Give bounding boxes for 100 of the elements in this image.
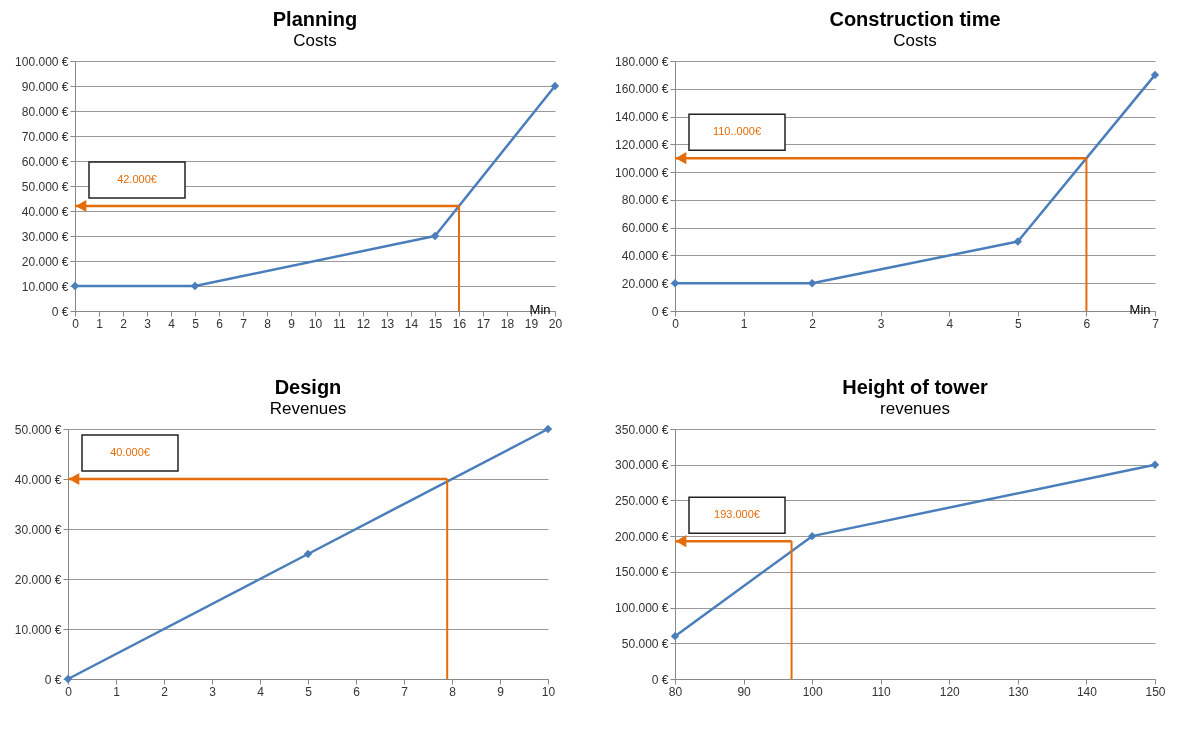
point <box>303 549 313 559</box>
y-tick-label: 40.000 € <box>14 472 62 487</box>
ref-line-label: 193.000€ <box>714 508 760 521</box>
x-tick-label: 6 <box>216 316 224 331</box>
y-tick-label: 30.000 € <box>14 522 62 537</box>
point <box>807 531 817 541</box>
x-tick-label: 90 <box>737 684 752 699</box>
y-tick-label: 30.000 € <box>21 229 69 244</box>
y-tick-label: 0 € <box>44 672 62 687</box>
x-tick-label: 17 <box>476 316 491 331</box>
x-tick-label: 100 <box>802 684 823 699</box>
x-tick-label: 130 <box>1008 684 1029 699</box>
x-tick-label: 0 <box>672 316 680 331</box>
x-tick-label: 2 <box>161 684 169 699</box>
x-tick-label: 12 <box>356 316 371 331</box>
x-tick-label: 1 <box>740 316 748 331</box>
x-tick-label: 11 <box>333 316 347 331</box>
y-tick-label: 90.000 € <box>21 79 69 94</box>
y-tick-label: 300.000 € <box>615 458 669 473</box>
x-tick-label: 5 <box>1015 316 1023 331</box>
y-tick-label: 100.000 € <box>615 601 669 616</box>
point <box>550 81 560 91</box>
x-tick-label: 19 <box>524 316 539 331</box>
x-tick-label: 4 <box>946 316 954 331</box>
y-tick-label: 10.000 € <box>21 279 69 294</box>
y-tick-label: 50.000 € <box>621 636 669 651</box>
y-tick-label: 60.000 € <box>621 221 669 236</box>
y-tick-label: 250.000 € <box>615 493 669 508</box>
chart-subtitle: Costs <box>893 31 937 50</box>
x-tick-label: 10 <box>541 684 556 699</box>
y-tick-label: 0 € <box>51 304 69 319</box>
x-tick-label: 3 <box>144 316 152 331</box>
x-tick-label: 3 <box>877 316 885 331</box>
y-tick-label: 120.000 € <box>615 137 669 152</box>
x-tick-label: 0 <box>65 684 73 699</box>
point <box>670 631 680 641</box>
y-tick-label: 0 € <box>651 672 669 687</box>
point <box>1013 237 1023 246</box>
chart-title: Height of tower <box>842 376 988 398</box>
y-tick-label: 100.000 € <box>15 54 69 69</box>
chart-subtitle: revenues <box>880 399 950 418</box>
y-tick-label: 70.000 € <box>21 129 69 144</box>
x-tick-label: 2 <box>120 316 128 331</box>
point <box>1150 70 1160 80</box>
x-tick-label: 1 <box>96 316 104 331</box>
y-tick-label: 10.000 € <box>14 622 62 637</box>
x-tick-label: 15 <box>428 316 443 331</box>
x-tick-label: 2 <box>809 316 817 331</box>
x-tick-label: 7 <box>240 316 248 331</box>
x-tick-label: 7 <box>1152 316 1160 331</box>
point <box>1150 460 1160 469</box>
ref-line-label: 42.000€ <box>117 173 157 185</box>
y-tick-label: 50.000 € <box>14 422 62 437</box>
chart-title: Design <box>274 376 342 398</box>
x-tick-label: 110 <box>871 684 892 699</box>
x-tick-label: 3 <box>209 684 217 699</box>
y-tick-label: 40.000 € <box>21 204 69 219</box>
x-tick-label: 7 <box>401 684 409 699</box>
x-tick-label: 1 <box>113 684 121 699</box>
point <box>670 279 680 288</box>
point <box>543 424 553 434</box>
ref-line-label: 110..000€ <box>712 125 762 138</box>
y-tick-label: 150.000 € <box>615 565 669 580</box>
x-tick-label: 6 <box>353 684 361 699</box>
y-tick-label: 50.000 € <box>21 179 69 194</box>
y-tick-label: 80.000 € <box>21 104 69 119</box>
y-tick-label: 180.000 € <box>615 54 669 69</box>
x-tick-label: 13 <box>380 316 395 331</box>
x-tick-label: 20 <box>548 316 563 331</box>
y-tick-label: 160.000 € <box>615 82 669 97</box>
x-tick-label: 150 <box>1145 684 1166 699</box>
chart-title: Construction time <box>829 8 1001 30</box>
y-tick-label: 20.000 € <box>21 254 69 269</box>
y-tick-label: 100.000 € <box>615 165 669 180</box>
x-axis-title: Min <box>1129 301 1151 317</box>
x-tick-label: 8 <box>449 684 457 699</box>
y-tick-label: 200.000 € <box>615 529 669 544</box>
x-tick-label: 140 <box>1076 684 1098 699</box>
x-tick-label: 16 <box>452 316 467 331</box>
y-tick-label: 0 € <box>651 304 669 319</box>
x-tick-label: 8 <box>264 316 272 331</box>
x-tick-label: 4 <box>257 684 265 699</box>
y-tick-label: 80.000 € <box>621 193 669 208</box>
y-tick-label: 40.000 € <box>621 248 669 263</box>
x-tick-label: 120 <box>939 684 961 699</box>
y-tick-label: 140.000 € <box>615 110 669 125</box>
point <box>430 231 440 241</box>
x-tick-label: 9 <box>288 316 296 331</box>
chart-subtitle: Revenues <box>269 399 347 418</box>
chart-subtitle: Costs <box>293 31 337 50</box>
y-tick-label: 60.000 € <box>21 154 69 169</box>
x-tick-label: 80 <box>668 684 683 699</box>
x-tick-label: 14 <box>404 316 419 331</box>
ref-line-label: 40.000€ <box>110 446 150 458</box>
x-tick-label: 10 <box>308 316 323 331</box>
x-tick-label: 0 <box>72 316 80 331</box>
y-tick-label: 20.000 € <box>621 276 669 291</box>
x-tick-label: 4 <box>168 316 176 331</box>
x-tick-label: 6 <box>1083 316 1091 331</box>
y-tick-label: 20.000 € <box>14 572 62 587</box>
